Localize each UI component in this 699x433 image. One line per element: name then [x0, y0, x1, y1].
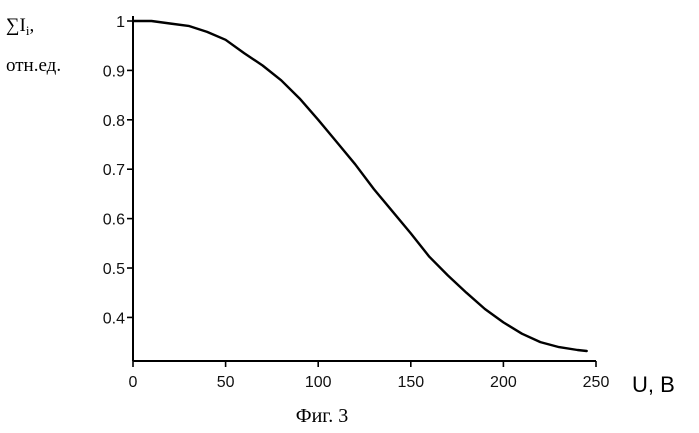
y-tick-label: 0.5 — [103, 261, 125, 278]
y-tick-label: 1 — [116, 14, 125, 31]
y-axis-unit: отн.ед. — [6, 55, 61, 76]
y-tick-label: 0.7 — [103, 162, 125, 179]
y-tick-label: 0.6 — [103, 212, 125, 229]
x-tick-label: 100 — [305, 374, 332, 391]
y-tick-label: 0.8 — [103, 113, 125, 130]
series-line — [133, 21, 587, 351]
y-tick-label: 0.9 — [103, 63, 125, 80]
x-axis-title: U, B — [632, 372, 675, 397]
y-axis-title-symbol: ∑I — [6, 15, 26, 36]
y-axis-title-comma: , — [30, 15, 35, 36]
x-tick-label: 250 — [583, 374, 610, 391]
x-tick-label: 50 — [217, 374, 235, 391]
x-tick-label: 150 — [397, 374, 424, 391]
x-ticks: 0 50 100 150 200 250 — [129, 361, 610, 391]
x-tick-label: 0 — [129, 374, 138, 391]
figure-caption: Фиг. 3 — [296, 405, 348, 427]
x-tick-label: 200 — [490, 374, 517, 391]
y-ticks: 0.4 0.5 0.6 0.7 0.8 0.9 1 — [103, 14, 133, 327]
y-axis-title: ∑Ii, — [6, 15, 34, 38]
series-group — [133, 21, 587, 351]
y-tick-label: 0.4 — [103, 310, 125, 327]
